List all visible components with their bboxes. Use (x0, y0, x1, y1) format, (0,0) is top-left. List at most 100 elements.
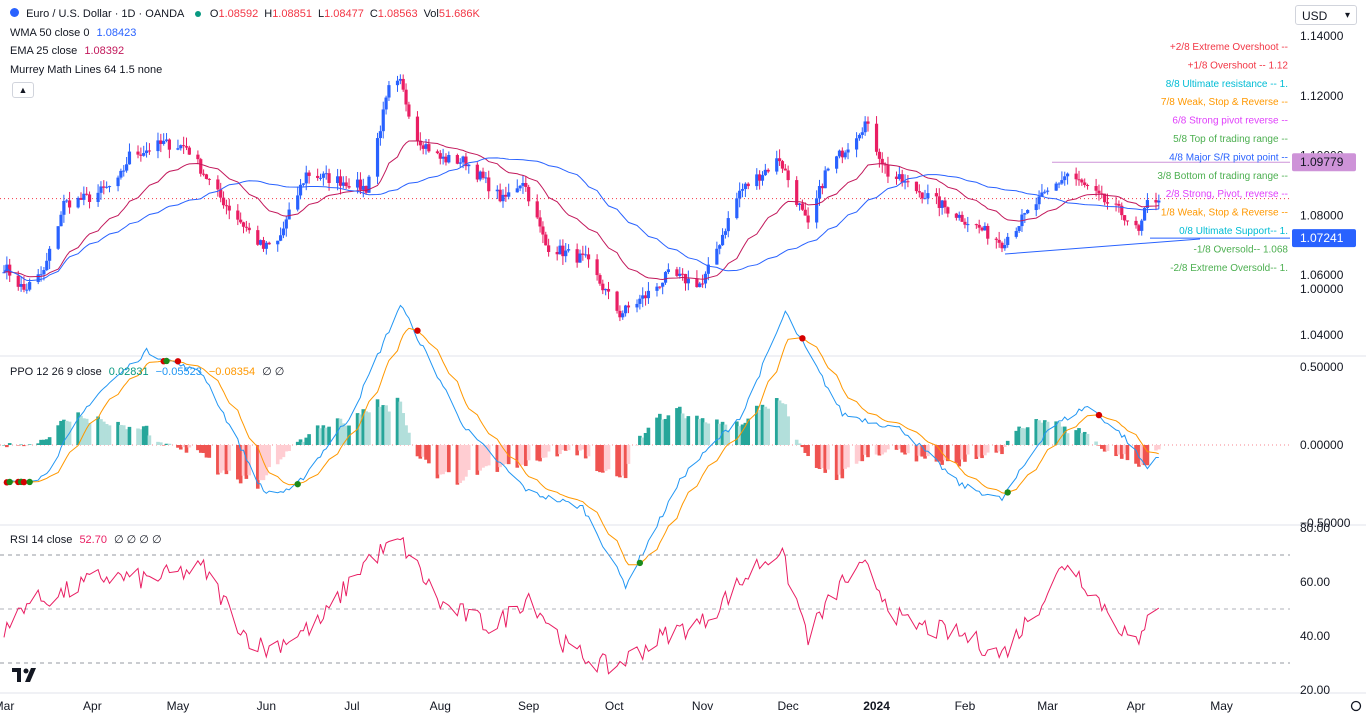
candle-body (216, 179, 220, 190)
ppo-histogram-bar (595, 445, 599, 472)
candle-body (96, 192, 100, 202)
ppo-histogram-bar (1142, 445, 1147, 466)
ppo-histogram-bar (1125, 445, 1130, 461)
candle-body (1117, 203, 1121, 206)
ppo-histogram-bar (42, 439, 46, 445)
ppo-histogram-bar (1037, 420, 1041, 445)
candle-body (521, 183, 525, 186)
murrey-label: 2/8 Strong, Pivot, reverse -- (1166, 189, 1288, 200)
candle-body (1046, 190, 1050, 192)
ppo-histogram-bar (64, 420, 69, 445)
ppo-histogram-bar (860, 445, 865, 462)
ppo-histogram-bar (498, 445, 502, 468)
ppo-histogram-bar (22, 445, 26, 447)
ppo-histogram-bar (1034, 419, 1039, 445)
time-axis-label: May (167, 699, 190, 713)
ppo-histogram-bar (954, 445, 959, 463)
gear-icon[interactable] (1350, 700, 1362, 712)
rsi-extra: ∅ ∅ ∅ ∅ (114, 534, 162, 546)
ppo-histogram-bar (535, 445, 540, 461)
ppo-axis-label: 0.00000 (1300, 438, 1344, 452)
ppo-histogram-bar (646, 427, 651, 445)
candle-body (438, 153, 442, 159)
ppo-cross-dot (799, 335, 806, 342)
wma-line (3, 157, 1159, 282)
ppo-histogram-bar (16, 445, 21, 446)
candle-body (675, 269, 679, 276)
ohlc-value-l: 1.08477 (324, 8, 364, 20)
ppo-histogram-bar (341, 423, 346, 445)
ppo-histogram-bar (401, 413, 406, 445)
ppo-histogram-bar (983, 445, 987, 456)
candle-body (358, 179, 363, 190)
ppo-cross-dot (294, 480, 301, 488)
ppo-histogram-bar (39, 439, 43, 445)
ppo-histogram-bar (216, 445, 220, 475)
chevron-up-icon[interactable]: ▲ (12, 82, 34, 98)
candle-body (142, 153, 146, 156)
candle-body (877, 151, 881, 159)
ppo-histogram-bar (763, 406, 768, 445)
candle-body (239, 219, 243, 223)
ppo-histogram-bar (1154, 445, 1158, 451)
candle-body (398, 78, 402, 81)
candle-body (658, 286, 662, 288)
candle-body (555, 251, 559, 255)
ppo-histogram-bar (1139, 445, 1144, 466)
candle-body (866, 121, 870, 124)
candle-body (264, 242, 268, 249)
ppo-histogram-bar (59, 420, 63, 445)
currency-value: USD (1302, 9, 1328, 23)
ppo-histogram-bar (598, 445, 602, 473)
candle-body (2, 272, 6, 274)
rsi-axis-label: 40.00 (1300, 629, 1330, 643)
ppo-histogram-bar (84, 418, 89, 445)
currency-select[interactable]: USD ▾ (1295, 5, 1357, 25)
ppo-histogram-bar (1062, 426, 1067, 445)
candle-body (643, 295, 648, 299)
ppo-histogram-bar (427, 445, 431, 464)
ppo-histogram-bar (1119, 445, 1124, 459)
ppo-histogram-bar (900, 445, 905, 453)
ppo-histogram-bar (147, 435, 152, 445)
ppo-histogram-bar (1077, 428, 1081, 445)
candle-body (1120, 205, 1124, 216)
ppo-histogram-bar (458, 445, 463, 484)
price-axis-label: 1.12000 (1300, 89, 1344, 103)
ppo-histogram-bar (937, 445, 942, 462)
candle-body (983, 225, 987, 231)
ppo-histogram-bar (1025, 427, 1030, 445)
candle-body (424, 144, 428, 149)
candle-body (578, 253, 582, 263)
ppo-histogram-bar (826, 445, 830, 470)
ppo-histogram-bar (275, 445, 280, 465)
rsi-label: RSI 14 close (10, 534, 73, 546)
ppo-histogram-bar (794, 439, 799, 445)
candle-body (144, 150, 149, 154)
ppo-histogram-bar (504, 445, 508, 464)
ppo-histogram-bar (76, 412, 80, 445)
candle-body (638, 298, 642, 304)
ppo-histogram-bar (943, 445, 947, 461)
ppo-histogram-bar (638, 435, 642, 445)
ppo-histogram-bar (840, 445, 845, 479)
ppo-histogram-bar (321, 425, 326, 445)
ppo-histogram-bar (601, 445, 605, 473)
candle-body (735, 198, 739, 219)
candle-body (946, 207, 950, 214)
candle-body (758, 174, 762, 181)
candle-body (125, 164, 129, 171)
candle-body (601, 283, 605, 291)
candle-body (718, 245, 722, 249)
ppo-histogram-bar (566, 445, 571, 451)
murrey-label: +1/8 Overshoot -- 1.12 (1188, 60, 1289, 71)
ppo-histogram-bar (47, 437, 52, 445)
candle-body (156, 140, 160, 152)
ppo-histogram-bar (247, 445, 252, 476)
ppo-histogram-bar (697, 419, 702, 445)
ppo-histogram-bar (857, 445, 862, 462)
candle-body (817, 186, 822, 199)
candle-body (1103, 193, 1107, 203)
candle-body (227, 205, 231, 211)
